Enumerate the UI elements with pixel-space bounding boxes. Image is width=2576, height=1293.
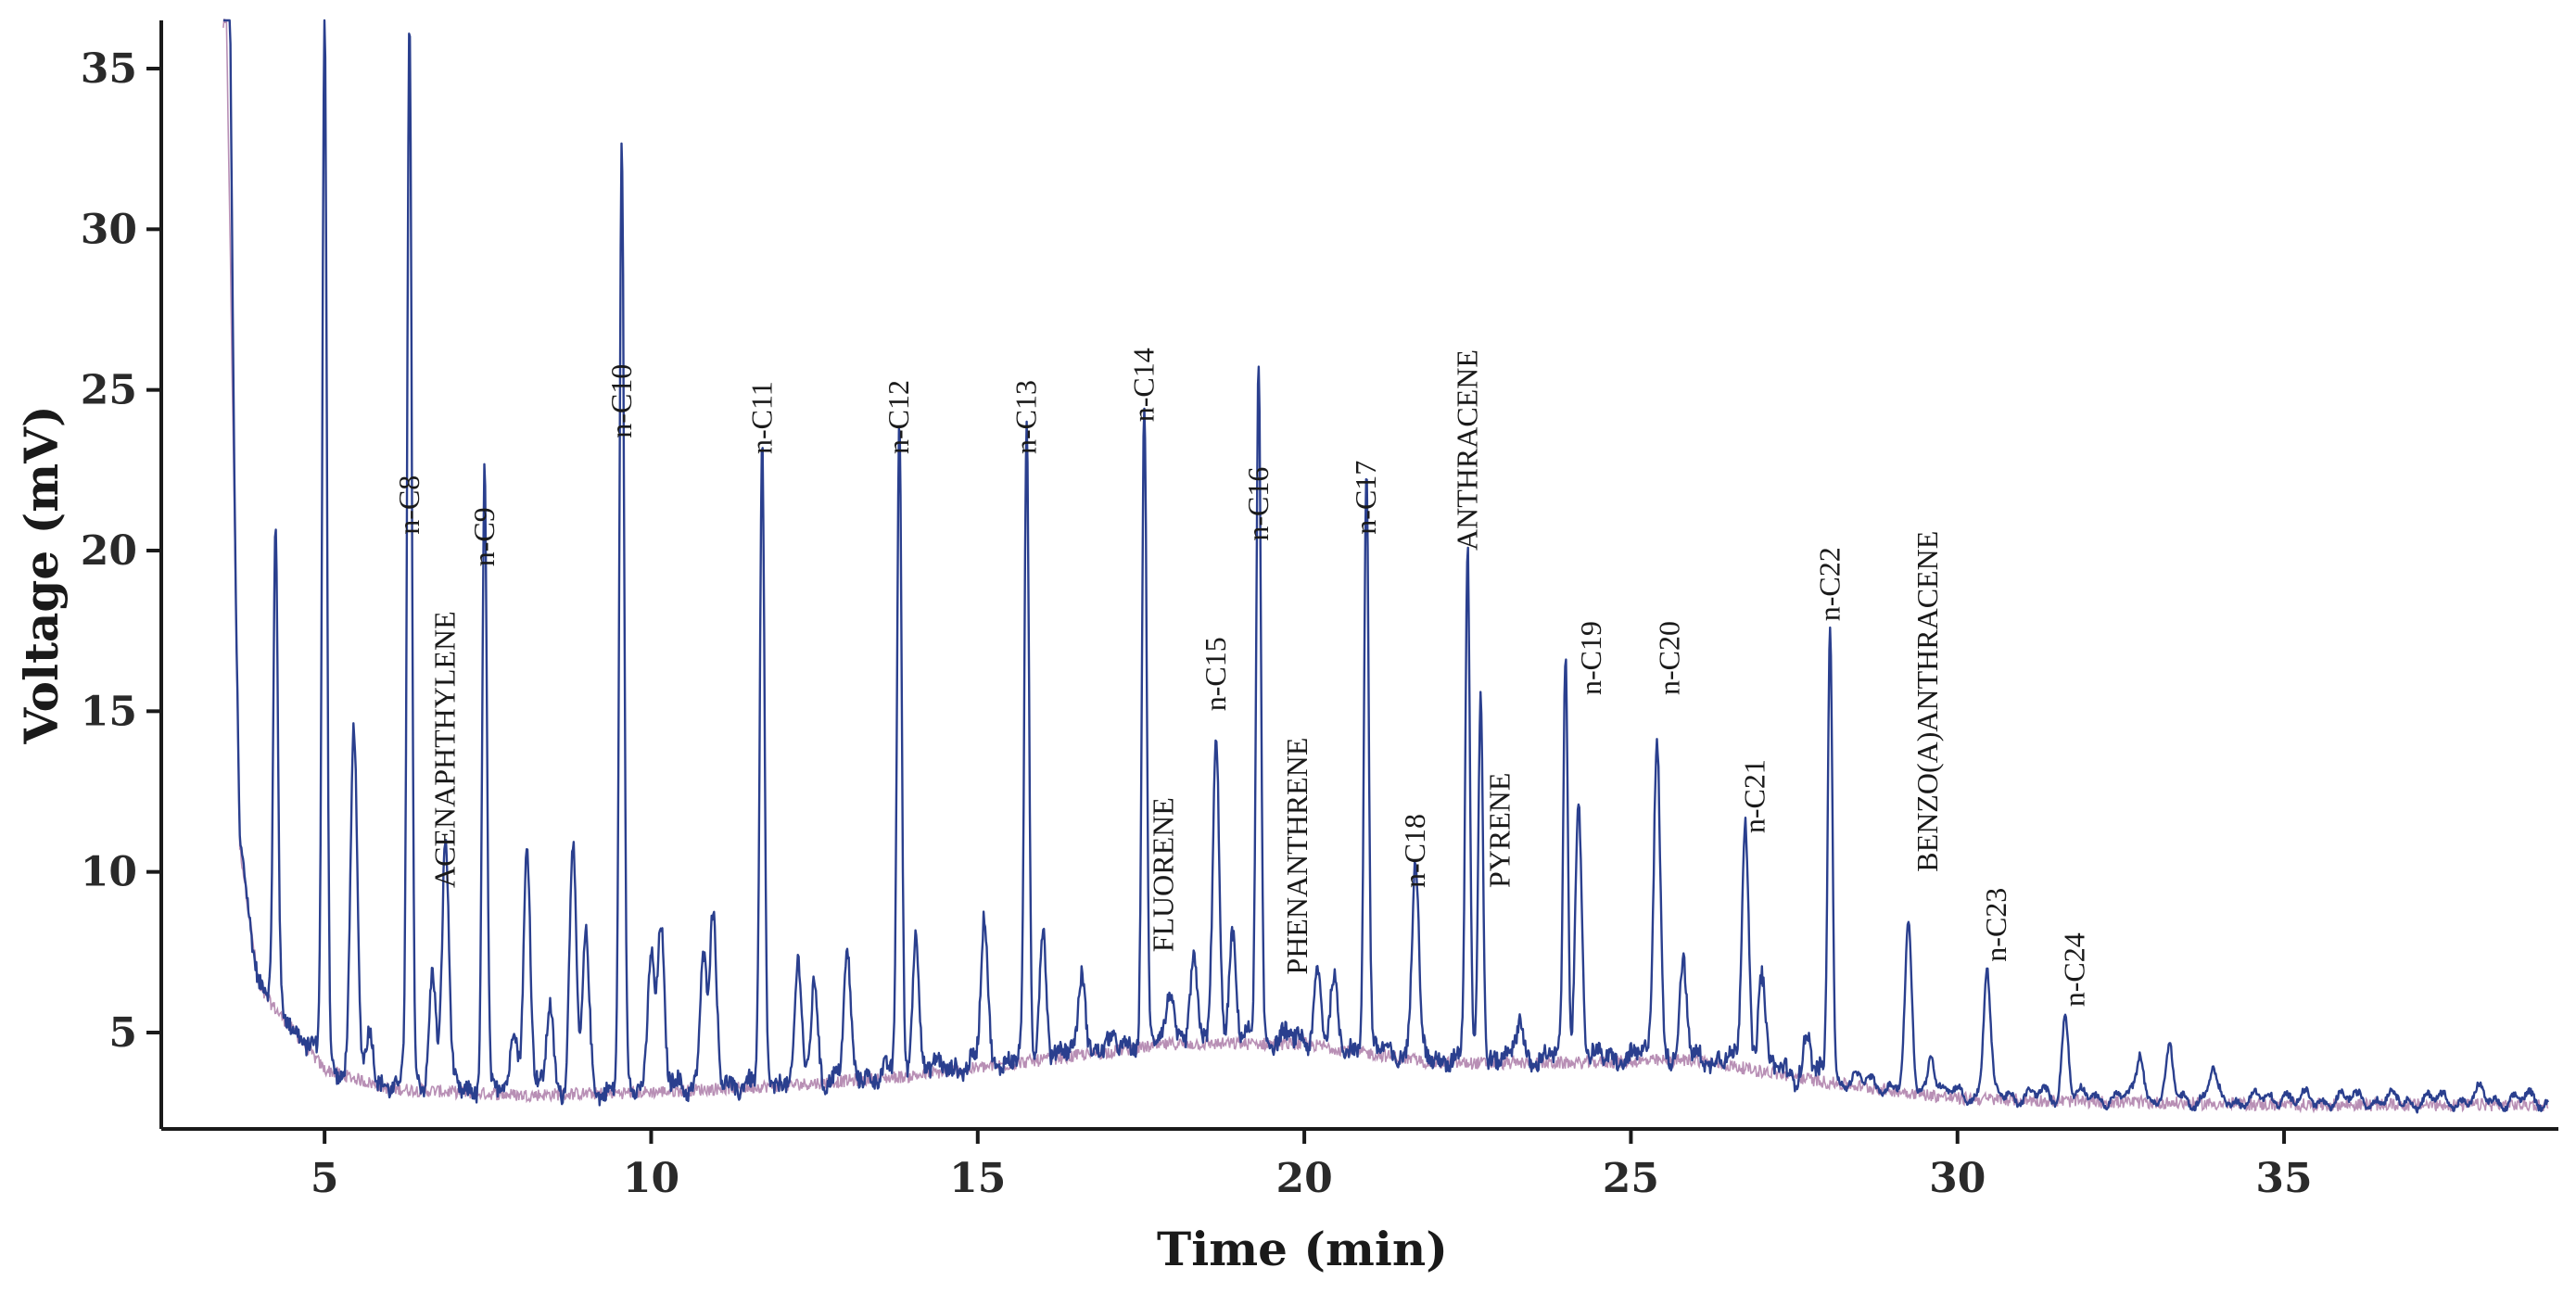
peak-label: n-C21 — [1737, 759, 1770, 833]
peak-label: n-C15 — [1199, 637, 1232, 711]
peak-label: n-C12 — [882, 380, 915, 454]
y-tick-label: 25 — [81, 367, 137, 414]
peak-label: n-C11 — [744, 381, 778, 454]
y-axis-title: Voltage (mV) — [14, 405, 69, 744]
x-tick-label: 20 — [1275, 1155, 1332, 1202]
peak-label: ACENAPHTHYLENE — [428, 611, 462, 888]
secondary-trace — [222, 19, 2549, 1114]
y-tick-label: 15 — [81, 688, 137, 735]
x-tick-label: 35 — [2255, 1155, 2312, 1202]
x-ticks: 5 10 15 20 25 30 35 — [311, 1129, 2313, 1202]
peak-label: BENZO(A)ANTHRACENE — [1910, 531, 1944, 872]
y-ticks: 5 10 15 20 25 30 35 — [81, 45, 161, 1057]
peak-label: n-C17 — [1349, 461, 1382, 535]
peak-label: FLUORENE — [1147, 797, 1180, 952]
peak-label: n-C20 — [1653, 621, 1686, 695]
peak-label: PYRENE — [1483, 773, 1516, 888]
chromatogram-trace — [222, 19, 2549, 1114]
peak-label: n-C13 — [1009, 380, 1043, 454]
y-tick-label: 5 — [108, 1009, 137, 1057]
peak-label: n-C16 — [1241, 467, 1275, 541]
peak-labels: n-C8 ACENAPHTHYLENE n-C9 n-C10 n-C11 n-C12 n-C… — [392, 348, 2091, 1007]
peak-label: n-C18 — [1398, 814, 1431, 888]
x-axis-title: Time (min) — [1157, 1222, 1448, 1276]
x-tick-label: 5 — [311, 1155, 339, 1202]
peak-label: n-C9 — [467, 507, 501, 566]
trace-layer — [222, 19, 2549, 1114]
axes-layer — [159, 20, 2558, 1131]
peak-label: n-C14 — [1127, 348, 1161, 422]
peak-label: n-C8 — [392, 475, 425, 535]
peak-label: n-C23 — [1979, 888, 2012, 962]
x-tick-label: 30 — [1929, 1155, 1986, 1202]
peak-label: ANTHRACENE — [1450, 349, 1483, 551]
y-tick-label: 10 — [81, 849, 137, 896]
x-tick-label: 15 — [949, 1155, 1006, 1202]
x-tick-label: 10 — [623, 1155, 679, 1202]
peak-label: n-C24 — [2058, 932, 2091, 1007]
x-tick-label: 25 — [1603, 1155, 1659, 1202]
y-tick-label: 35 — [81, 45, 137, 93]
peak-label: n-C10 — [604, 364, 638, 438]
peak-label: n-C19 — [1574, 621, 1607, 695]
peak-label: PHENANTHRENE — [1280, 738, 1313, 975]
peak-label: n-C22 — [1812, 547, 1846, 621]
y-tick-label: 30 — [81, 206, 137, 253]
y-tick-label: 20 — [81, 527, 137, 575]
